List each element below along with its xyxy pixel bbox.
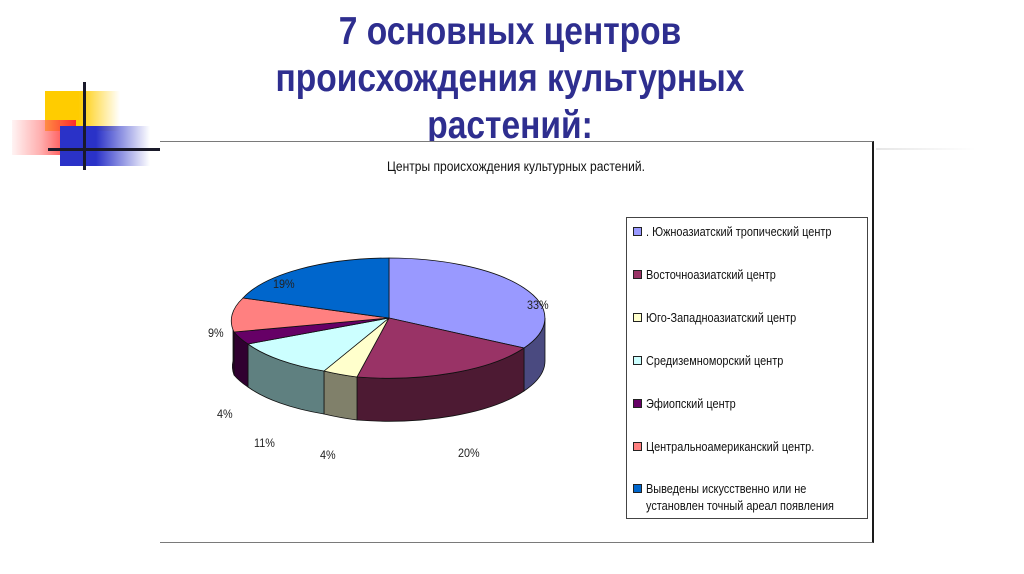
label-20: 20%	[458, 446, 480, 460]
slide-title: 7 основных центров происхождения культур…	[226, 8, 794, 149]
legend-label: . Южноазиатский тропический центр	[646, 224, 832, 239]
vertical-line	[83, 82, 86, 170]
legend-swatch	[633, 399, 642, 408]
legend-label: Эфиопский центр	[646, 396, 736, 411]
pie-chart-3d	[230, 257, 546, 422]
label-33: 33%	[527, 298, 549, 312]
legend-item: Восточноазиатский центр	[633, 266, 801, 283]
blue-square	[60, 126, 150, 166]
chart-title: Центры происхождения культурных растений…	[387, 158, 645, 174]
legend-item: . Южноазиатский тропический центр	[633, 223, 867, 240]
legend-item: Центральноамериканский центр.	[633, 438, 846, 455]
legend-item: Выведены искусственно или не установлен …	[633, 480, 870, 514]
slide-title-line-2: происхождения культурных	[275, 57, 745, 100]
slice-artificial-unknown	[242, 257, 390, 319]
legend-label: Средиземноморский центр	[646, 353, 784, 368]
divider-shadow	[876, 148, 976, 150]
slice-central-american	[230, 297, 390, 333]
legend-label: Юго-Западноазиатский центр	[646, 310, 797, 325]
legend-swatch	[633, 270, 642, 279]
slice-mediterranean	[247, 317, 390, 372]
legend-item: Эфиопский центр	[633, 395, 753, 412]
pie-top	[230, 257, 546, 379]
label-19: 19%	[273, 277, 295, 291]
decorative-squares-logo	[0, 0, 170, 180]
legend-item: Юго-Западноазиатский центр	[633, 309, 825, 326]
legend-label: Выведены искусственно или не установлен …	[646, 480, 834, 514]
slice-south-asian-tropical	[388, 257, 546, 349]
label-4-ethiopian: 4%	[217, 407, 233, 421]
legend-label-line-1: Выведены искусственно или не	[646, 481, 807, 496]
label-4-southwest: 4%	[320, 448, 336, 462]
legend-swatch	[633, 313, 642, 322]
slide-title-line-1: 7 основных центров	[338, 10, 682, 53]
legend-swatch	[633, 442, 642, 451]
legend-swatch	[633, 484, 642, 493]
chart-legend: . Южноазиатский тропический центр Восточ…	[626, 217, 868, 519]
slice-east-asian	[356, 317, 525, 379]
legend-label-line-2: установлен точный ареал появления	[646, 498, 834, 513]
legend-swatch	[633, 227, 642, 236]
label-11: 11%	[254, 436, 275, 450]
label-9: 9%	[208, 326, 224, 340]
slide-title-line-3: растений:	[427, 104, 593, 147]
legend-label: Восточноазиатский центр	[646, 267, 776, 282]
horizontal-line	[48, 148, 160, 151]
legend-item: Средиземноморский центр	[633, 352, 809, 369]
chart-area: Центры происхождения культурных растений…	[160, 141, 874, 543]
legend-swatch	[633, 356, 642, 365]
legend-label: Центральноамериканский центр.	[646, 439, 815, 454]
